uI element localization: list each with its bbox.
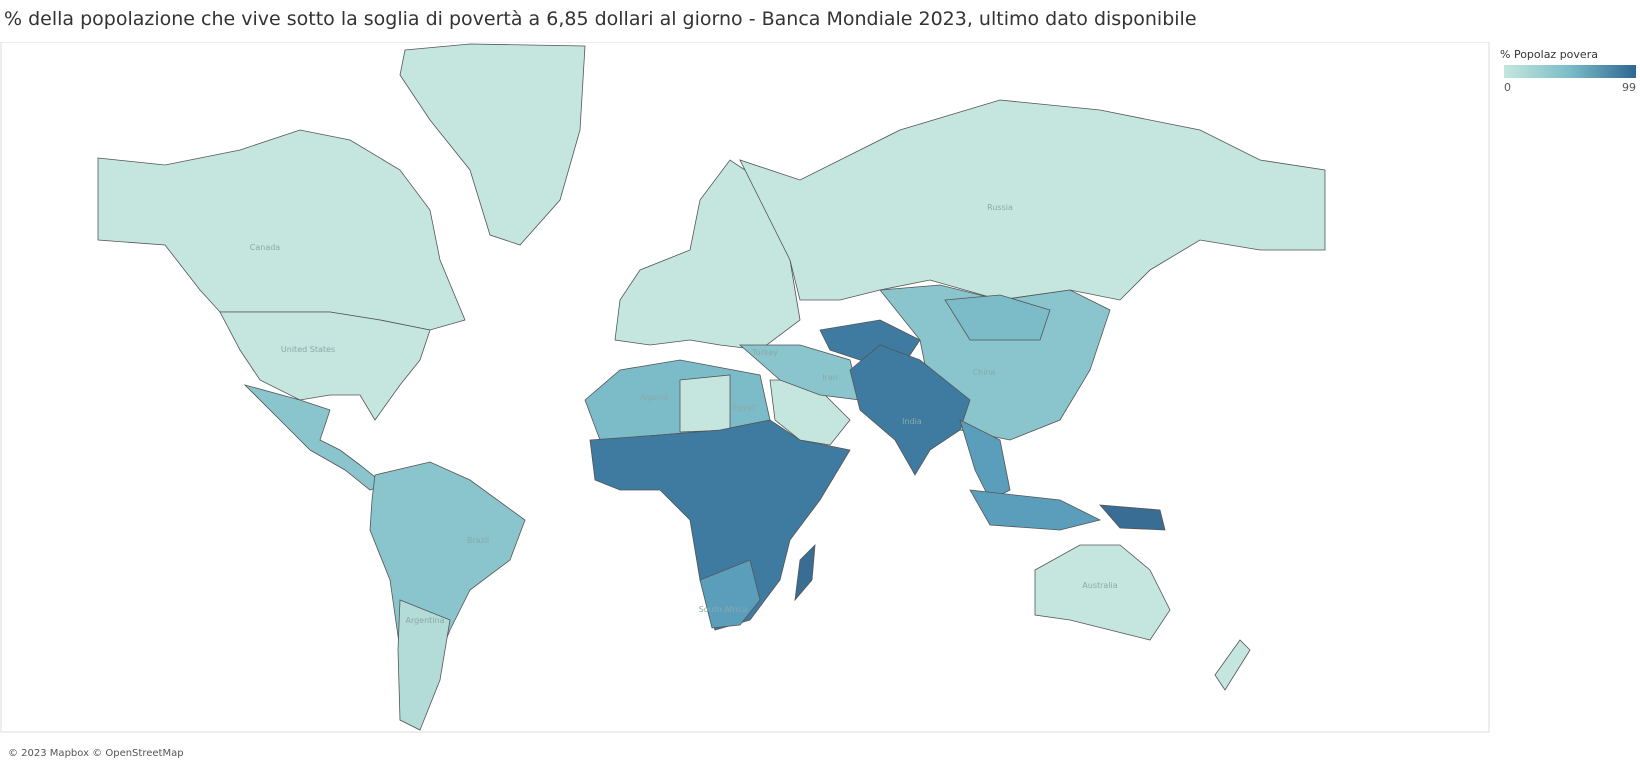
map-label: Algeria — [640, 393, 668, 402]
legend-max: 99 — [1622, 81, 1636, 94]
land — [97, 129, 466, 331]
land — [969, 489, 1102, 531]
land — [589, 419, 851, 631]
map-label: China — [973, 368, 996, 377]
map-label: Brazil — [467, 536, 489, 545]
land — [399, 43, 586, 246]
title: % della popolazione che vive sotto la so… — [4, 8, 1197, 30]
legend-min: 0 — [1504, 81, 1511, 94]
legend-gradient — [1504, 65, 1636, 78]
legend-range: 0 99 — [1500, 81, 1640, 95]
map-label: Canada — [250, 243, 281, 252]
land — [1099, 504, 1166, 531]
land — [1214, 639, 1251, 691]
legend: % Popolaz povera 0 99 — [1500, 48, 1640, 95]
map-label: Turkey — [751, 348, 778, 357]
map-label: Egypt — [732, 403, 755, 412]
countries — [97, 43, 1326, 731]
map-label: Russia — [987, 203, 1013, 212]
legend-title: % Popolaz povera — [1500, 48, 1598, 61]
land — [243, 384, 386, 491]
map-label: Iran — [822, 373, 838, 382]
map-label: Argentina — [405, 616, 444, 625]
map: Canada United States Brazil Argentina Al… — [0, 42, 1490, 733]
land — [219, 311, 431, 421]
map-label: Australia — [1082, 581, 1117, 590]
land — [944, 294, 1051, 341]
map-label: South Africa — [699, 605, 748, 614]
land — [794, 543, 816, 602]
land — [679, 374, 731, 433]
map-label: India — [902, 417, 922, 426]
attribution: © 2023 Mapbox © OpenStreetMap — [8, 748, 184, 759]
land — [1034, 544, 1171, 641]
land — [699, 559, 761, 629]
land — [397, 599, 451, 731]
map-labels: Canada United States Brazil Argentina Al… — [250, 203, 1118, 625]
land — [739, 99, 1326, 301]
map-label: United States — [281, 345, 335, 354]
land — [849, 344, 971, 476]
